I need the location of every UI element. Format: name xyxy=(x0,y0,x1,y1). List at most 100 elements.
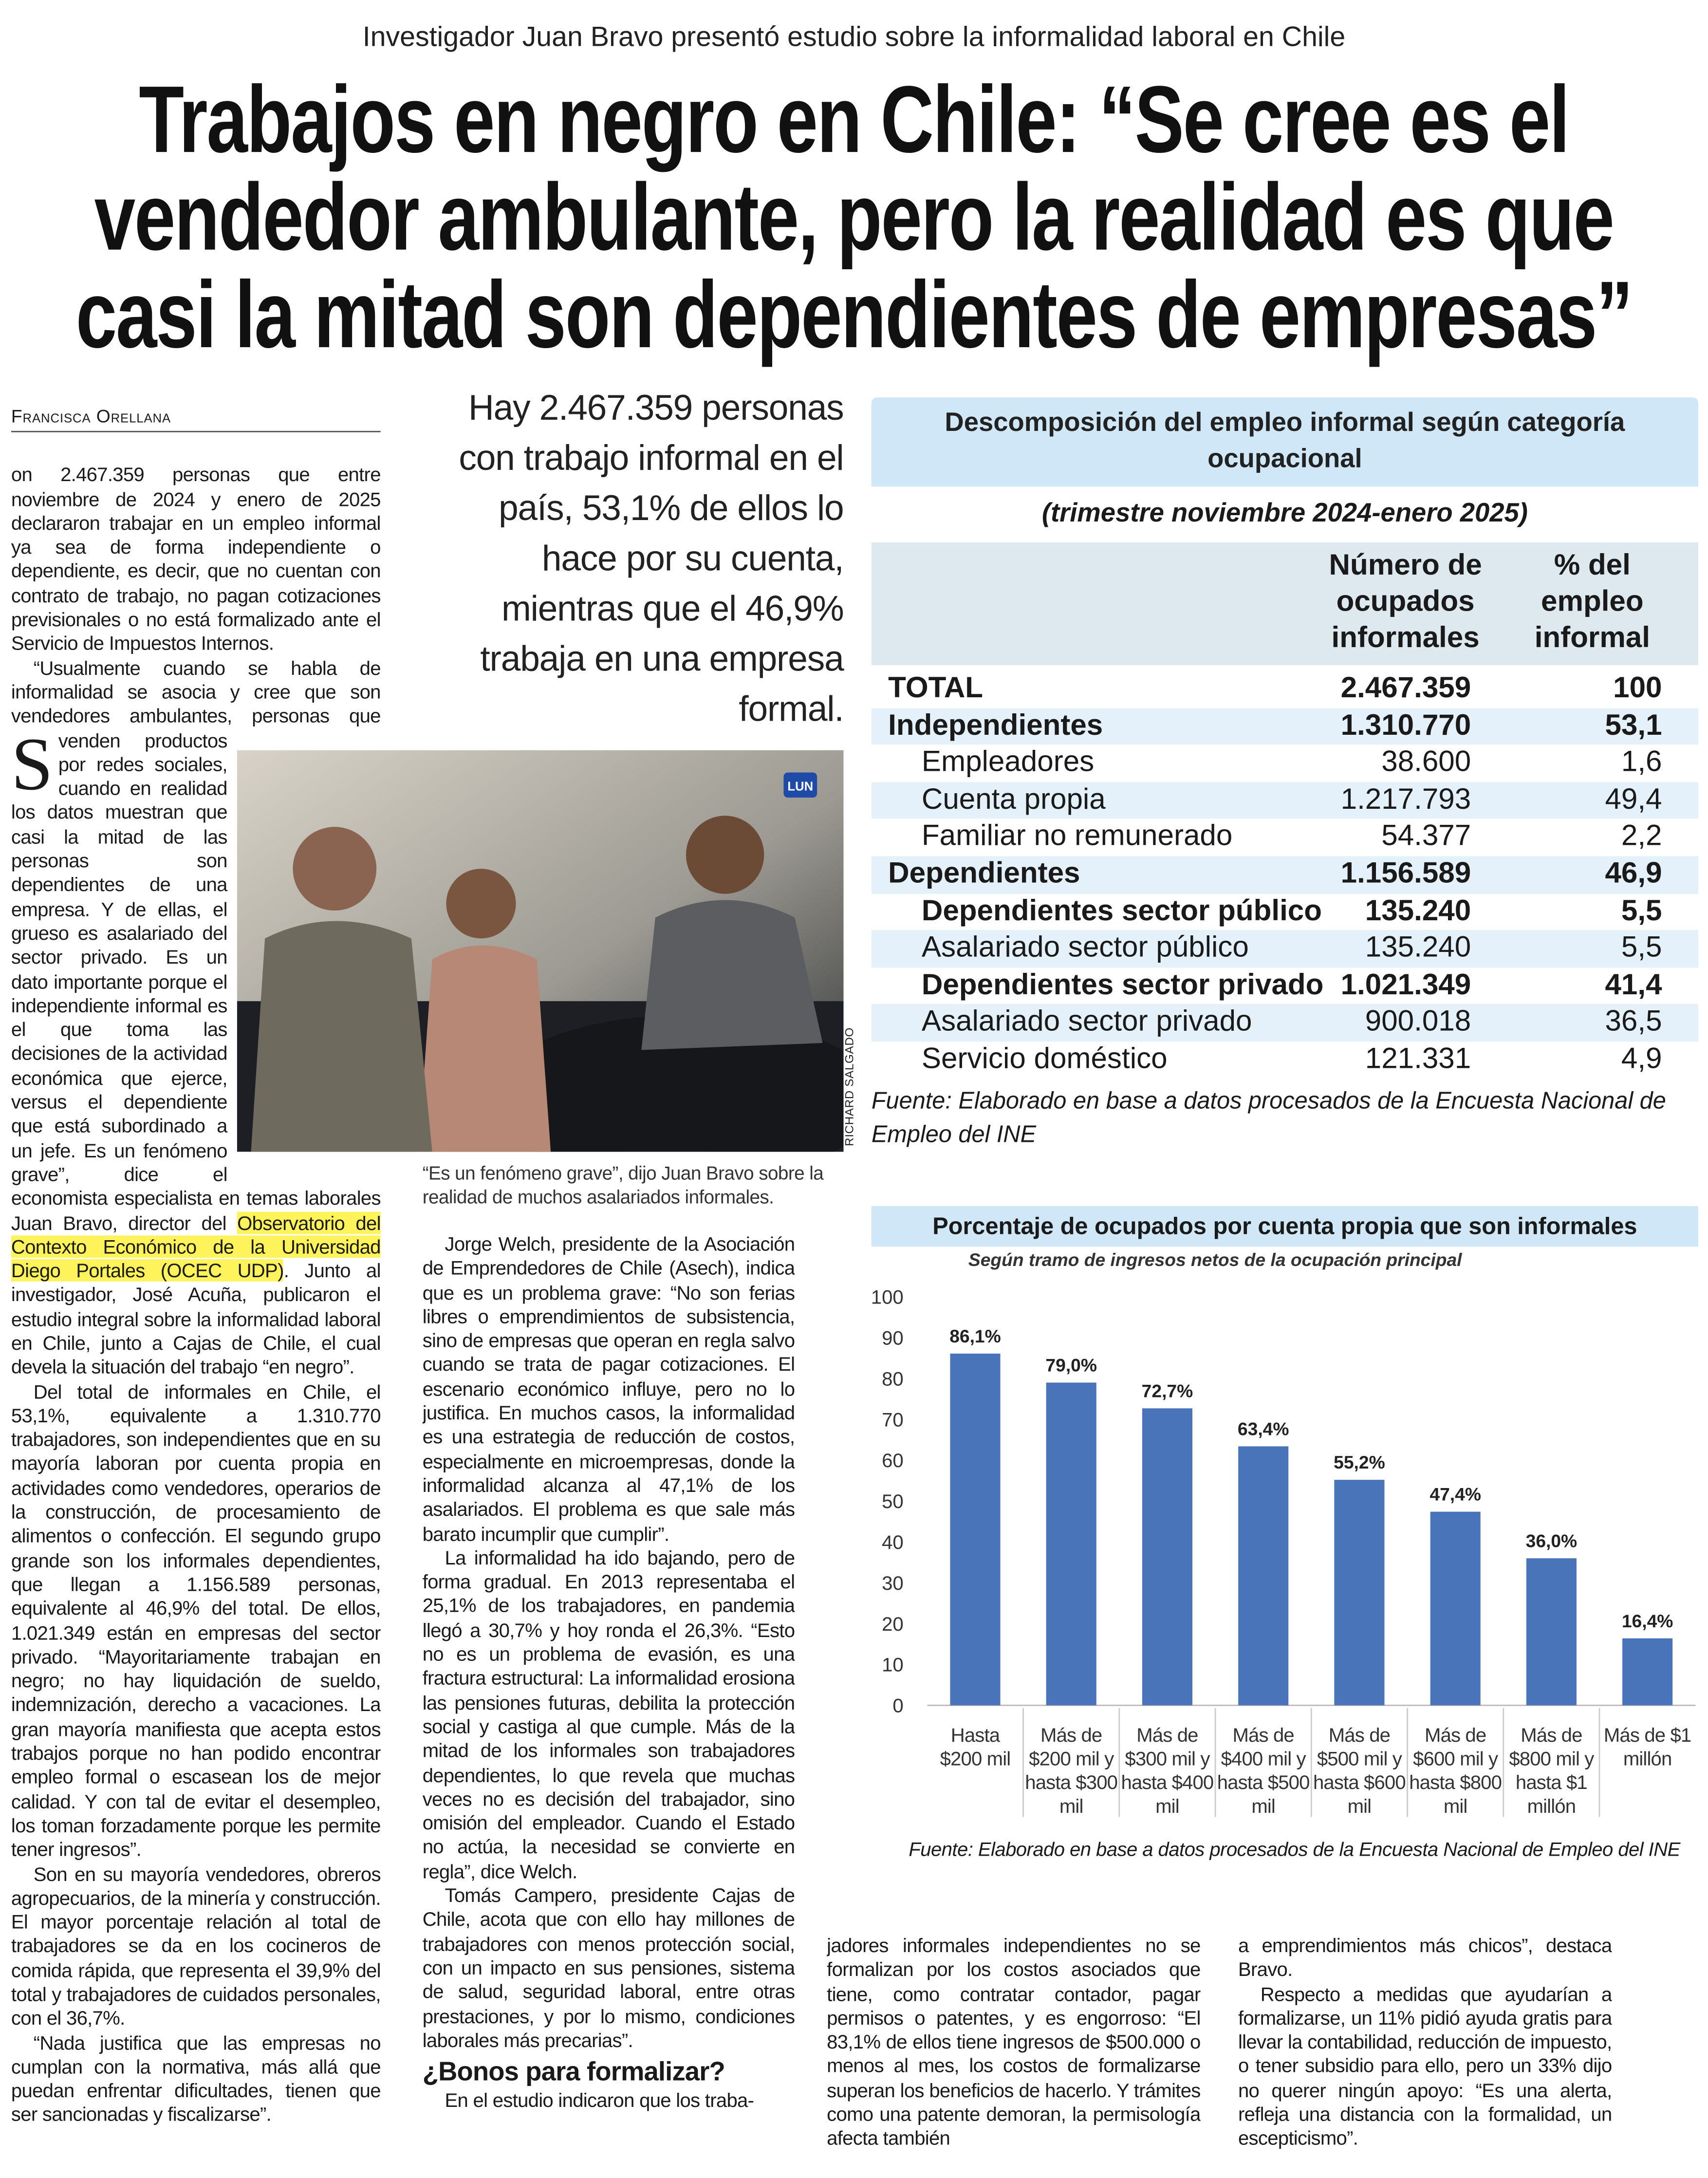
headline-text: Trabajos en negro en Chile: “Se cree es … xyxy=(139,67,1570,173)
bar xyxy=(1334,1480,1385,1706)
row-percent: 49,4 xyxy=(1605,783,1662,816)
bar xyxy=(1622,1638,1673,1706)
row-number: 1.156.589 xyxy=(1340,857,1471,890)
table-row: Dependientes 1.156.589 46,9 xyxy=(871,856,1698,894)
pull-quote: Hay 2.467.359 personas con trabajo infor… xyxy=(459,389,844,729)
table-row: Independientes 1.310.770 53,1 xyxy=(871,707,1698,745)
bar xyxy=(1526,1558,1577,1706)
paragraph: Tomás Campero, presidente Cajas de Chile… xyxy=(422,1883,795,2051)
row-number: 1.310.770 xyxy=(1340,709,1471,742)
y-tick-label: 60 xyxy=(882,1450,904,1471)
x-tick-label: Más de $300 mil y hasta $400 mil xyxy=(1121,1723,1214,1817)
row-label: Empleadores xyxy=(921,746,1095,779)
row-label: Servicio doméstico xyxy=(921,1042,1168,1075)
row-label: Familiar no remunerado xyxy=(921,820,1233,853)
column-4: a emprendimientos más chicos”, destaca B… xyxy=(1238,1934,1612,2160)
paragraph: a emprendimientos más chicos”, destaca B… xyxy=(1238,1934,1612,1981)
row-label: Dependientes xyxy=(888,857,1080,890)
paragraph: La informalidad ha ido bajando, pero de … xyxy=(422,1546,795,1882)
table-row: Dependientes sector público 135.240 5,5 xyxy=(872,893,1698,930)
row-number: 135.240 xyxy=(1365,894,1471,927)
y-tick-label: 20 xyxy=(882,1614,904,1635)
row-label: Dependientes sector público xyxy=(921,894,1322,927)
y-tick-label: 10 xyxy=(882,1655,904,1676)
value-label: 79,0% xyxy=(1045,1355,1097,1376)
row-number: 54.377 xyxy=(1381,820,1471,853)
byline: Francisca Orellana xyxy=(11,404,381,433)
x-tick-label: Más de $400 mil y hasta $500 mil xyxy=(1217,1723,1310,1817)
row-number: 38.600 xyxy=(1381,746,1471,779)
bar xyxy=(1430,1511,1481,1706)
x-tick-label: Más de $500 mil y hasta $600 mil xyxy=(1313,1723,1406,1817)
table-period: (trimestre noviembre 2024-enero 2025) xyxy=(1041,499,1528,529)
paragraph: Son 2.467.359 personas que entre noviemb… xyxy=(11,463,381,806)
category-labels: Hasta $200 mil Más de $200 mil y hasta $3… xyxy=(864,1255,1701,1841)
text: “Usualmente cuando se habla de informali… xyxy=(11,656,381,1233)
table-row: Cuenta propia 1.217.793 49,4 xyxy=(871,782,1698,819)
row-percent: 100 xyxy=(1613,672,1662,705)
value-label: 86,1% xyxy=(949,1326,1001,1346)
x-tick-label: Más de $200 mil y hasta $300 mil xyxy=(1025,1723,1118,1817)
value-label: 16,4% xyxy=(1622,1611,1673,1631)
y-tick-label: 80 xyxy=(882,1368,904,1390)
table-body: TOTAL 2.467.359 100 Independientes 1.310.770… xyxy=(871,670,1698,1079)
row-label: Independientes xyxy=(888,709,1103,742)
table: Descomposición del empleo informal según… xyxy=(871,397,1698,1151)
paragraph: En el estudio indicaron que los traba- xyxy=(445,2089,754,2112)
row-percent: 4,9 xyxy=(1621,1042,1662,1075)
chart: 0 10 20 30 40 50 60 70 80 90 100 86,1% 79,0% 72,7% 63,… xyxy=(871,1287,1696,1817)
table-source: Fuente: Elaborado en base a datos proces… xyxy=(871,1087,1666,1147)
y-tick-label: 40 xyxy=(882,1532,904,1553)
row-percent: 2,2 xyxy=(1621,820,1662,853)
column-2: Jorge Welch, presidente de la Asociación… xyxy=(423,1233,795,2159)
paragraph: Del total de informales en Chile, el 53,… xyxy=(11,1379,381,1861)
row-percent: 53,1 xyxy=(1605,709,1662,742)
row-number: 1.217.793 xyxy=(1340,783,1471,816)
paragraph: Jorge Welch, presidente de la Asociación… xyxy=(422,1232,795,1545)
bar xyxy=(1046,1382,1096,1706)
y-tick-label: 90 xyxy=(882,1327,904,1349)
paragraph: “Usualmente cuando se habla de informali… xyxy=(11,656,381,1380)
subhead: ¿Bonos para formalizar? xyxy=(422,2058,725,2088)
row-label: Dependientes sector privado xyxy=(921,968,1324,1001)
chart-title: Porcentaje de ocupados por cuenta propia… xyxy=(871,1206,1698,1247)
headline-line: Trabajos en negro en Chile: “Se cree es … xyxy=(0,70,1708,170)
row-percent: 41,4 xyxy=(1605,968,1662,1001)
y-tick-label: 70 xyxy=(882,1409,904,1431)
value-label: 55,2% xyxy=(1334,1452,1385,1472)
y-tick-label: 0 xyxy=(892,1695,903,1717)
row-percent: 1,6 xyxy=(1621,746,1662,779)
value-label: 72,7% xyxy=(1142,1380,1193,1401)
row-number: 900.018 xyxy=(1365,1005,1471,1038)
column-1: Francisca Orellana Son 2.467.359 persona… xyxy=(11,404,381,2159)
table-header: Número de ocupados informales % del empl… xyxy=(871,542,1698,665)
table-row: Empleadores 38.600 1,6 xyxy=(872,745,1698,782)
column-header: Número de ocupados informales xyxy=(1329,549,1482,654)
y-tick-label: 50 xyxy=(882,1491,904,1512)
row-number: 1.021.349 xyxy=(1340,968,1471,1001)
chart-subtitle: Según tramo de ingresos netos de la ocup… xyxy=(968,1249,1462,1270)
bar xyxy=(1238,1446,1289,1706)
x-tick-label: Hasta $200 mil xyxy=(940,1723,1011,1770)
row-number: 2.467.359 xyxy=(1340,672,1471,705)
table-row: Asalariado sector público 135.240 5,5 xyxy=(871,930,1698,968)
photo: LUN xyxy=(237,750,844,1152)
row-percent: 46,9 xyxy=(1605,857,1662,890)
row-label: Asalariado sector público xyxy=(921,931,1249,964)
x-tick-label: Más de $1 millón xyxy=(1603,1723,1691,1770)
table-row: Familiar no remunerado 54.377 2,2 xyxy=(872,819,1698,856)
row-percent: 5,5 xyxy=(1621,894,1662,927)
value-label: 36,0% xyxy=(1526,1530,1578,1551)
kicker: Investigador Juan Bravo presentó estudio… xyxy=(362,22,1346,53)
row-number: 135.240 xyxy=(1365,931,1471,964)
photo-logo: LUN xyxy=(787,780,813,794)
y-tick-label: 30 xyxy=(882,1573,904,1594)
table-row: Servicio doméstico 121.331 4,9 xyxy=(872,1042,1698,1079)
row-percent: 36,5 xyxy=(1605,1005,1662,1038)
headline-line: casi la mitad son dependientes de empres… xyxy=(0,265,1708,365)
column-header: % del empleo informal xyxy=(1534,549,1650,654)
paragraph: Respecto a medidas que ayudarían a forma… xyxy=(1238,1982,1612,2150)
value-label: 47,4% xyxy=(1430,1484,1481,1505)
